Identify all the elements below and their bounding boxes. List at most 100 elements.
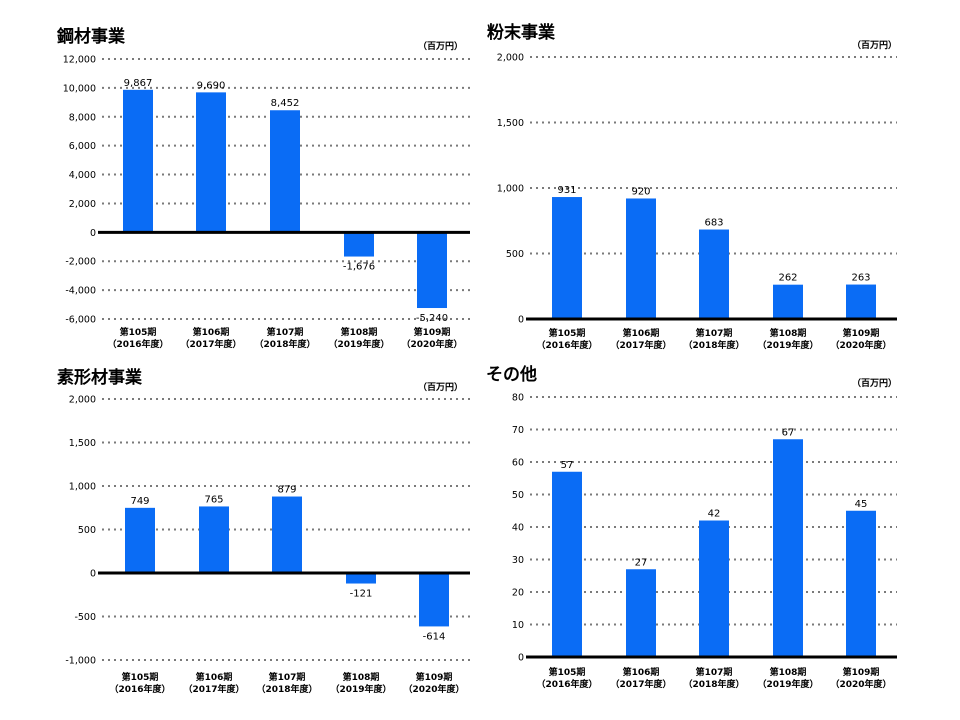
bar [346, 573, 376, 584]
x-category-label: 第106期 [196, 671, 233, 683]
y-tick-label: 80 [512, 393, 524, 404]
bar [272, 496, 302, 573]
y-tick-label: 8,000 [69, 112, 96, 123]
data-label: 45 [855, 499, 868, 510]
y-tick-label: 500 [78, 525, 96, 536]
x-category-sublabel: （2019年度） [757, 678, 818, 690]
x-category-label: 第108期 [341, 326, 378, 338]
chart-title: その他 [486, 364, 537, 385]
data-label: 263 [851, 273, 870, 284]
y-tick-label: 60 [512, 458, 524, 469]
x-category-sublabel: （2016年度） [107, 338, 168, 350]
x-category-sublabel: （2018年度） [256, 683, 317, 695]
data-label: 8,452 [271, 98, 300, 109]
y-tick-label: -2,000 [65, 257, 96, 268]
bar [125, 507, 155, 573]
x-category-label: 第108期 [770, 327, 807, 339]
chart-panel-powder: 粉末事業 （百万円） 2,000 1,500 1,000 500 0 931 920 683 2… [487, 22, 897, 351]
chart-title: 鋼材事業 [56, 26, 125, 47]
x-category-sublabel: （2020年度） [830, 339, 891, 351]
chart-panel-casting: 素形材事業 （百万円） 2,000 1,500 1,000 500 0 -500 -1,00… [57, 367, 470, 695]
y-tick-label: 0 [518, 653, 524, 664]
x-category-sublabel: （2018年度） [683, 678, 744, 690]
data-label: 9,690 [197, 80, 226, 91]
data-label: 262 [778, 273, 797, 284]
data-label: 749 [130, 496, 149, 507]
x-category-sublabel: （2018年度） [683, 339, 744, 351]
data-label: 67 [782, 427, 795, 438]
x-category-label: 第109期 [416, 671, 453, 683]
chart-panel-steel: 鋼材事業 （百万円） 12,000 10,000 8,000 6,000 4,000 2,… [56, 26, 470, 350]
chart-panel-other: その他 （百万円） 80 70 60 50 40 30 20 10 0 57 27 42 67 45 第10… [486, 364, 897, 690]
x-category-label: 第107期 [696, 666, 733, 678]
y-tick-label: 500 [506, 249, 524, 260]
bar [552, 197, 582, 319]
x-category-label: 第109期 [843, 666, 880, 678]
x-category-sublabel: （2020年度） [401, 338, 462, 350]
data-label: 683 [704, 218, 723, 229]
y-tick-label: 1,000 [69, 482, 96, 493]
bar [773, 439, 803, 657]
y-tick-label: 10 [512, 620, 524, 631]
unit-label: （百万円） [852, 378, 897, 389]
y-tick-label: -4,000 [65, 286, 96, 297]
y-tick-label: 2,000 [69, 395, 96, 406]
bar [699, 229, 729, 319]
x-category-label: 第108期 [770, 666, 807, 678]
x-category-sublabel: （2019年度） [330, 683, 391, 695]
bar [417, 232, 447, 309]
bar [344, 232, 374, 257]
data-label: -614 [423, 631, 446, 642]
y-tick-label: 0 [90, 569, 96, 580]
x-category-sublabel: （2019年度） [757, 339, 818, 351]
y-tick-label: -500 [74, 612, 96, 623]
bar [773, 284, 803, 319]
bar [699, 520, 729, 657]
data-label: -121 [350, 589, 373, 600]
y-tick-label: 70 [512, 425, 524, 436]
y-tick-label: 1,500 [497, 118, 524, 129]
x-category-label: 第105期 [120, 326, 157, 338]
x-category-label: 第107期 [696, 327, 733, 339]
data-label: -1,676 [343, 262, 375, 273]
y-tick-label: -1,000 [65, 656, 96, 667]
bar [846, 510, 876, 657]
x-category-label: 第105期 [549, 666, 586, 678]
plot-area: 2,000 1,500 1,000 500 0 -500 -1,000 749 765 879 -1… [65, 395, 470, 695]
y-tick-label: 2,000 [497, 53, 524, 64]
y-tick-label: 1,500 [69, 438, 96, 449]
unit-label: （百万円） [418, 41, 463, 52]
y-tick-label: 20 [512, 588, 524, 599]
bar [196, 92, 226, 233]
bar [270, 110, 300, 233]
unit-label: （百万円） [852, 40, 897, 51]
y-tick-label: 40 [512, 523, 524, 534]
data-label: 9,867 [124, 78, 153, 89]
y-tick-label: 12,000 [63, 55, 96, 66]
y-tick-label: 10,000 [63, 83, 96, 94]
x-category-sublabel: （2019年度） [328, 338, 389, 350]
data-label: 42 [708, 509, 721, 520]
x-category-label: 第109期 [843, 327, 880, 339]
bar [626, 198, 656, 319]
bar [419, 573, 449, 627]
bar [199, 506, 229, 573]
x-category-label: 第106期 [623, 666, 660, 678]
x-category-sublabel: （2017年度） [610, 339, 671, 351]
y-tick-label: 0 [518, 315, 524, 326]
x-category-label: 第108期 [343, 671, 380, 683]
plot-area: 12,000 10,000 8,000 6,000 4,000 2,000 0 -2,000 -… [63, 55, 470, 350]
bar [552, 471, 582, 657]
data-label: 765 [204, 494, 223, 505]
data-label: 920 [631, 186, 650, 197]
y-tick-label: 30 [512, 555, 524, 566]
data-label: 57 [561, 460, 574, 471]
unit-label: （百万円） [418, 382, 463, 393]
x-category-label: 第107期 [269, 671, 306, 683]
x-category-label: 第106期 [193, 326, 230, 338]
data-label: 879 [277, 485, 296, 496]
plot-area: 80 70 60 50 40 30 20 10 0 57 27 42 67 45 第105期（2016年度）… [512, 393, 897, 690]
bar [626, 569, 656, 657]
